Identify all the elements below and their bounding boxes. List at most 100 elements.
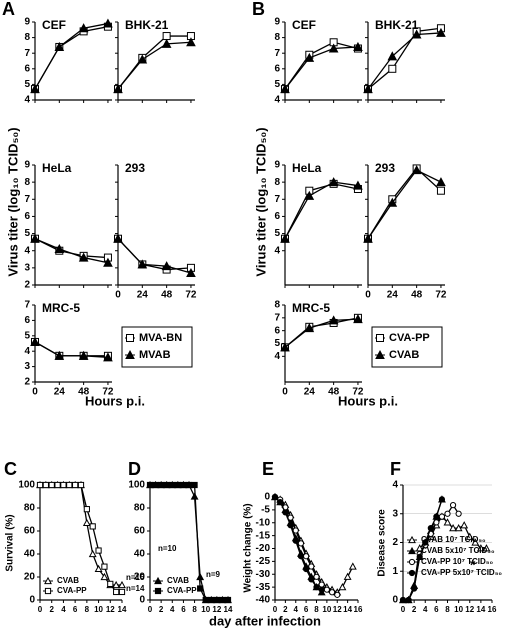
y-tick-label: 7 (274, 312, 280, 323)
y-tick-label: 60 (24, 526, 36, 537)
data-point (313, 573, 320, 580)
series-line (284, 181, 359, 240)
y-tick-label: 9 (274, 17, 280, 28)
y-axis-label: Weight change (%) (243, 503, 254, 592)
subplot-title: 293 (125, 161, 145, 175)
y-tick-label: 2 (24, 280, 30, 291)
y-tick-label: 4 (274, 351, 280, 362)
x-tick-label: 16 (488, 605, 497, 614)
data-point (103, 18, 113, 28)
data-point (95, 547, 102, 554)
data-point (334, 591, 341, 598)
x-tick-label: 8 (314, 605, 319, 614)
y-tick-label: 3 (24, 262, 30, 273)
data-point (54, 350, 65, 360)
data-point (303, 553, 310, 560)
y-tick-label: -15 (256, 530, 271, 541)
data-point (60, 481, 67, 489)
x-tick-label: 4 (170, 605, 175, 614)
y-tick-label: 8 (24, 177, 30, 188)
data-point (308, 576, 315, 583)
data-point (411, 585, 418, 592)
x-tick-label: 16 (354, 605, 363, 614)
panel-label: A (2, 0, 15, 19)
series-line (34, 22, 109, 90)
series-line (284, 41, 359, 90)
legend-label: CVAB (389, 349, 419, 361)
y-tick-label: 4 (24, 346, 30, 357)
data-point (438, 513, 446, 520)
legend-label: CVAB 5x10⁷ TCID₅₀ (421, 546, 495, 555)
y-tick-label: -20 (256, 543, 271, 554)
legend-marker (375, 349, 385, 359)
y-tick-label: 3 (24, 361, 30, 372)
legend-label: CVA-PP (167, 586, 197, 595)
data-point (137, 54, 148, 64)
y-tick-label: 1 (392, 566, 398, 577)
series-line (367, 27, 442, 90)
data-point (163, 481, 170, 489)
data-point (292, 537, 299, 544)
data-point (328, 315, 339, 325)
data-point (318, 581, 325, 588)
series-line (274, 496, 322, 591)
data-point (78, 23, 89, 33)
series-line (284, 318, 358, 348)
data-point (348, 562, 357, 570)
x-tick-label: 10 (201, 605, 210, 614)
data-point (292, 527, 299, 534)
legend-marker (44, 576, 52, 585)
data-point (271, 493, 279, 501)
data-point (169, 481, 176, 489)
y-tick-label: 6 (274, 211, 280, 222)
y-tick-label: 100 (128, 480, 145, 491)
y-tick-label: -30 (256, 569, 271, 580)
data-point (146, 481, 154, 489)
x-tick-label: 14 (476, 605, 485, 614)
data-point (137, 259, 148, 269)
y-tick-label: 4 (24, 95, 30, 106)
y-tick-label: 20 (24, 572, 36, 583)
x-axis-label: day after infection (209, 613, 321, 628)
subplot-title: BHK-21 (375, 18, 419, 32)
y-tick-label: 60 (134, 526, 146, 537)
x-tick-label: 72 (435, 290, 447, 301)
data-point (72, 481, 79, 489)
y-axis-label: Survival (%) (5, 514, 16, 571)
data-point (443, 518, 452, 526)
data-point (482, 544, 491, 552)
x-tick-label: 24 (54, 387, 66, 398)
data-point (455, 510, 462, 517)
data-point (433, 513, 440, 520)
data-point (303, 566, 310, 573)
x-tick-label: 6 (304, 605, 309, 614)
data-point (213, 596, 220, 604)
x-tick-label: 8 (445, 605, 450, 614)
legend-marker (126, 334, 134, 342)
legend-marker (408, 558, 416, 566)
y-tick-label: -25 (256, 556, 271, 567)
x-tick-label: 0 (38, 605, 43, 614)
data-point (304, 323, 315, 333)
data-point (161, 261, 172, 271)
y-tick-label: 4 (24, 245, 30, 256)
data-point (186, 267, 196, 277)
legend-label: MVA-BN (139, 332, 182, 344)
data-point (454, 523, 463, 532)
annotation: n=10 (158, 544, 177, 553)
data-point (436, 177, 446, 187)
panel-label: C (4, 459, 17, 479)
data-point (387, 51, 398, 61)
x-tick-label: 24 (137, 290, 149, 301)
legend-marker (44, 587, 52, 595)
y-axis-label: Disease score (377, 509, 388, 577)
data-point (438, 496, 446, 503)
data-point (422, 539, 429, 546)
series-line (34, 238, 109, 264)
data-point (399, 596, 407, 604)
y-tick-label: 0 (264, 492, 270, 503)
data-point (107, 580, 114, 587)
x-tick-label: 48 (328, 387, 340, 398)
